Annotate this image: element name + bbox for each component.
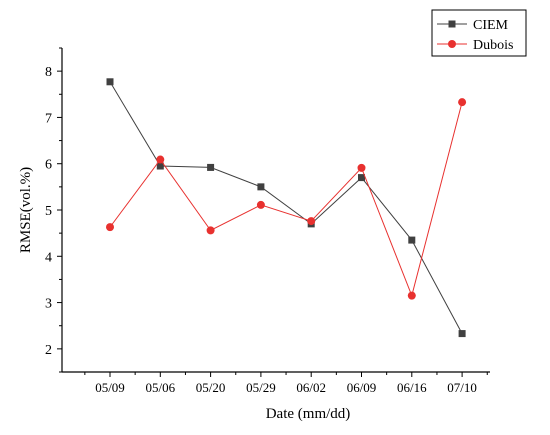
data-point-dubois (106, 223, 114, 232)
series-dubois (106, 98, 467, 300)
data-point-ciem (408, 236, 416, 244)
legend-label: CIEM (473, 18, 509, 33)
x-tick-label: 05/06 (145, 380, 175, 395)
data-point-ciem (358, 174, 365, 182)
legend-marker (448, 40, 456, 48)
x-tick-label: 05/20 (196, 380, 226, 395)
y-tick-label: 3 (45, 297, 52, 312)
x-tick-label: 06/16 (397, 380, 427, 395)
y-tick-label: 7 (45, 111, 52, 126)
data-point-dubois (407, 291, 416, 300)
y-tick-label: 4 (45, 250, 52, 265)
x-tick-label: 07/10 (447, 380, 477, 395)
data-point-ciem (458, 330, 466, 338)
y-tick-label: 8 (45, 65, 52, 80)
series-line-ciem (109, 81, 463, 334)
x-tick-label: 06/09 (347, 380, 377, 395)
data-point-dubois (307, 217, 316, 226)
data-point-ciem (207, 163, 215, 171)
x-axis-label: Date (mm/dd) (266, 406, 351, 422)
legend-box (431, 9, 527, 57)
data-point-dubois (458, 98, 467, 107)
y-axis-label: RMSE(vol.%) (18, 167, 34, 253)
data-point-ciem (106, 78, 114, 86)
ticks: 2 3 4 5 6 7 8 05/09 05/06 05/20 05/29 06/02 06/09 06/… (45, 47, 488, 395)
series-layer (106, 78, 467, 338)
x-tick-label: 06/02 (296, 380, 326, 395)
data-point-dubois (256, 200, 265, 209)
data-point-ciem (257, 183, 265, 191)
data-point-dubois (156, 155, 165, 164)
series-line-dubois (109, 102, 463, 298)
legend-label: Dubois (473, 38, 513, 53)
data-point-dubois (206, 226, 215, 235)
legend-marker (448, 20, 456, 28)
data-point-dubois (357, 163, 366, 172)
x-tick-label: 05/29 (246, 380, 276, 395)
data-point-ciem (156, 162, 164, 170)
y-tick-label: 5 (45, 204, 52, 219)
x-tick-label: 05/09 (95, 380, 125, 395)
y-tick-label: 2 (45, 343, 52, 358)
legend: CIEM Dubois (431, 9, 527, 57)
y-tick-label: 6 (45, 158, 52, 173)
